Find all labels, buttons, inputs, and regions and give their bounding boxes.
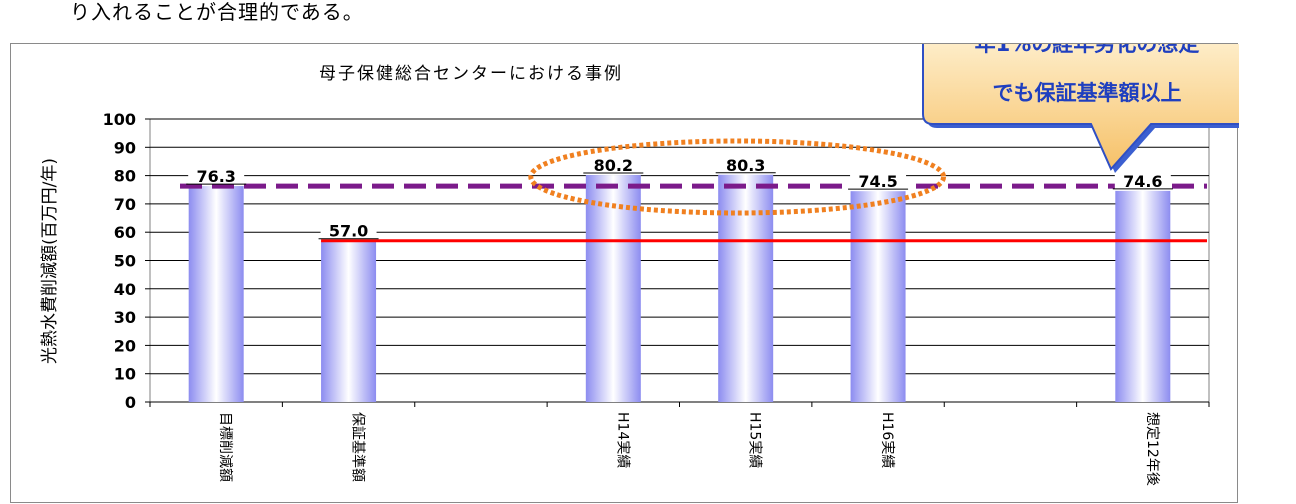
value-label-bg xyxy=(320,220,377,239)
y-tick-label: 80 xyxy=(114,167,136,186)
data-label: 74.6 xyxy=(1123,172,1162,191)
data-label: 76.3 xyxy=(196,167,235,186)
x-tick-label: 目標削減額 xyxy=(217,412,234,482)
callout-line-2: でも保証基準額以上 xyxy=(993,81,1182,105)
chart-area: 母子保健総合センターにおける事例 0 10 20 30 40 50 60 70 80 90 100 7… xyxy=(10,43,1239,503)
x-tick-label: H16実績 xyxy=(879,412,895,468)
y-tick-label: 100 xyxy=(103,110,136,129)
bar xyxy=(321,240,377,402)
y-tick-label: 20 xyxy=(114,336,136,355)
y-tick-label: 0 xyxy=(125,393,136,412)
value-label-bg xyxy=(188,166,245,185)
x-tick-label: 保証基準額 xyxy=(350,412,367,482)
callout-line-1: 年1%の経年劣化の想定 xyxy=(975,44,1200,56)
data-label: 80.3 xyxy=(726,156,765,175)
bar xyxy=(188,186,244,402)
y-tick-label: 40 xyxy=(114,280,136,299)
y-tick-label: 70 xyxy=(114,195,136,214)
bar-chart: 母子保健総合センターにおける事例 0 10 20 30 40 50 60 70 80 90 100 7… xyxy=(40,44,1239,486)
highlight-ellipse xyxy=(528,138,947,216)
callout-bubble: 年1%の経年劣化の想定 でも保証基準額以上 xyxy=(922,44,1239,173)
x-tick-label: H15実績 xyxy=(747,412,763,468)
value-label-bg xyxy=(850,171,907,190)
bar xyxy=(1115,190,1171,402)
value-label-bg xyxy=(717,154,774,173)
x-tick-label: H14実績 xyxy=(614,412,630,468)
data-label: 80.2 xyxy=(594,156,633,175)
value-label-bg xyxy=(585,155,642,174)
chart-title: 母子保健総合センターにおける事例 xyxy=(319,64,623,84)
y-tick-label: 90 xyxy=(114,138,136,157)
bar xyxy=(585,175,641,402)
y-tick-label: 30 xyxy=(114,308,136,327)
y-tick-label: 10 xyxy=(114,365,136,384)
data-label: 57.0 xyxy=(329,222,368,241)
bar xyxy=(718,174,774,402)
y-tick-label: 50 xyxy=(114,252,136,271)
data-label: 74.5 xyxy=(858,172,897,191)
x-tick-label: 想定12年後 xyxy=(1144,412,1160,486)
intro-text-fragment: り入れることが合理的である。 xyxy=(70,0,364,24)
bar xyxy=(850,191,906,402)
y-tick-label: 60 xyxy=(114,223,136,242)
value-label-bg xyxy=(1114,170,1171,189)
y-axis-label: 光熱水費削減額(百万円/年) xyxy=(40,158,60,364)
